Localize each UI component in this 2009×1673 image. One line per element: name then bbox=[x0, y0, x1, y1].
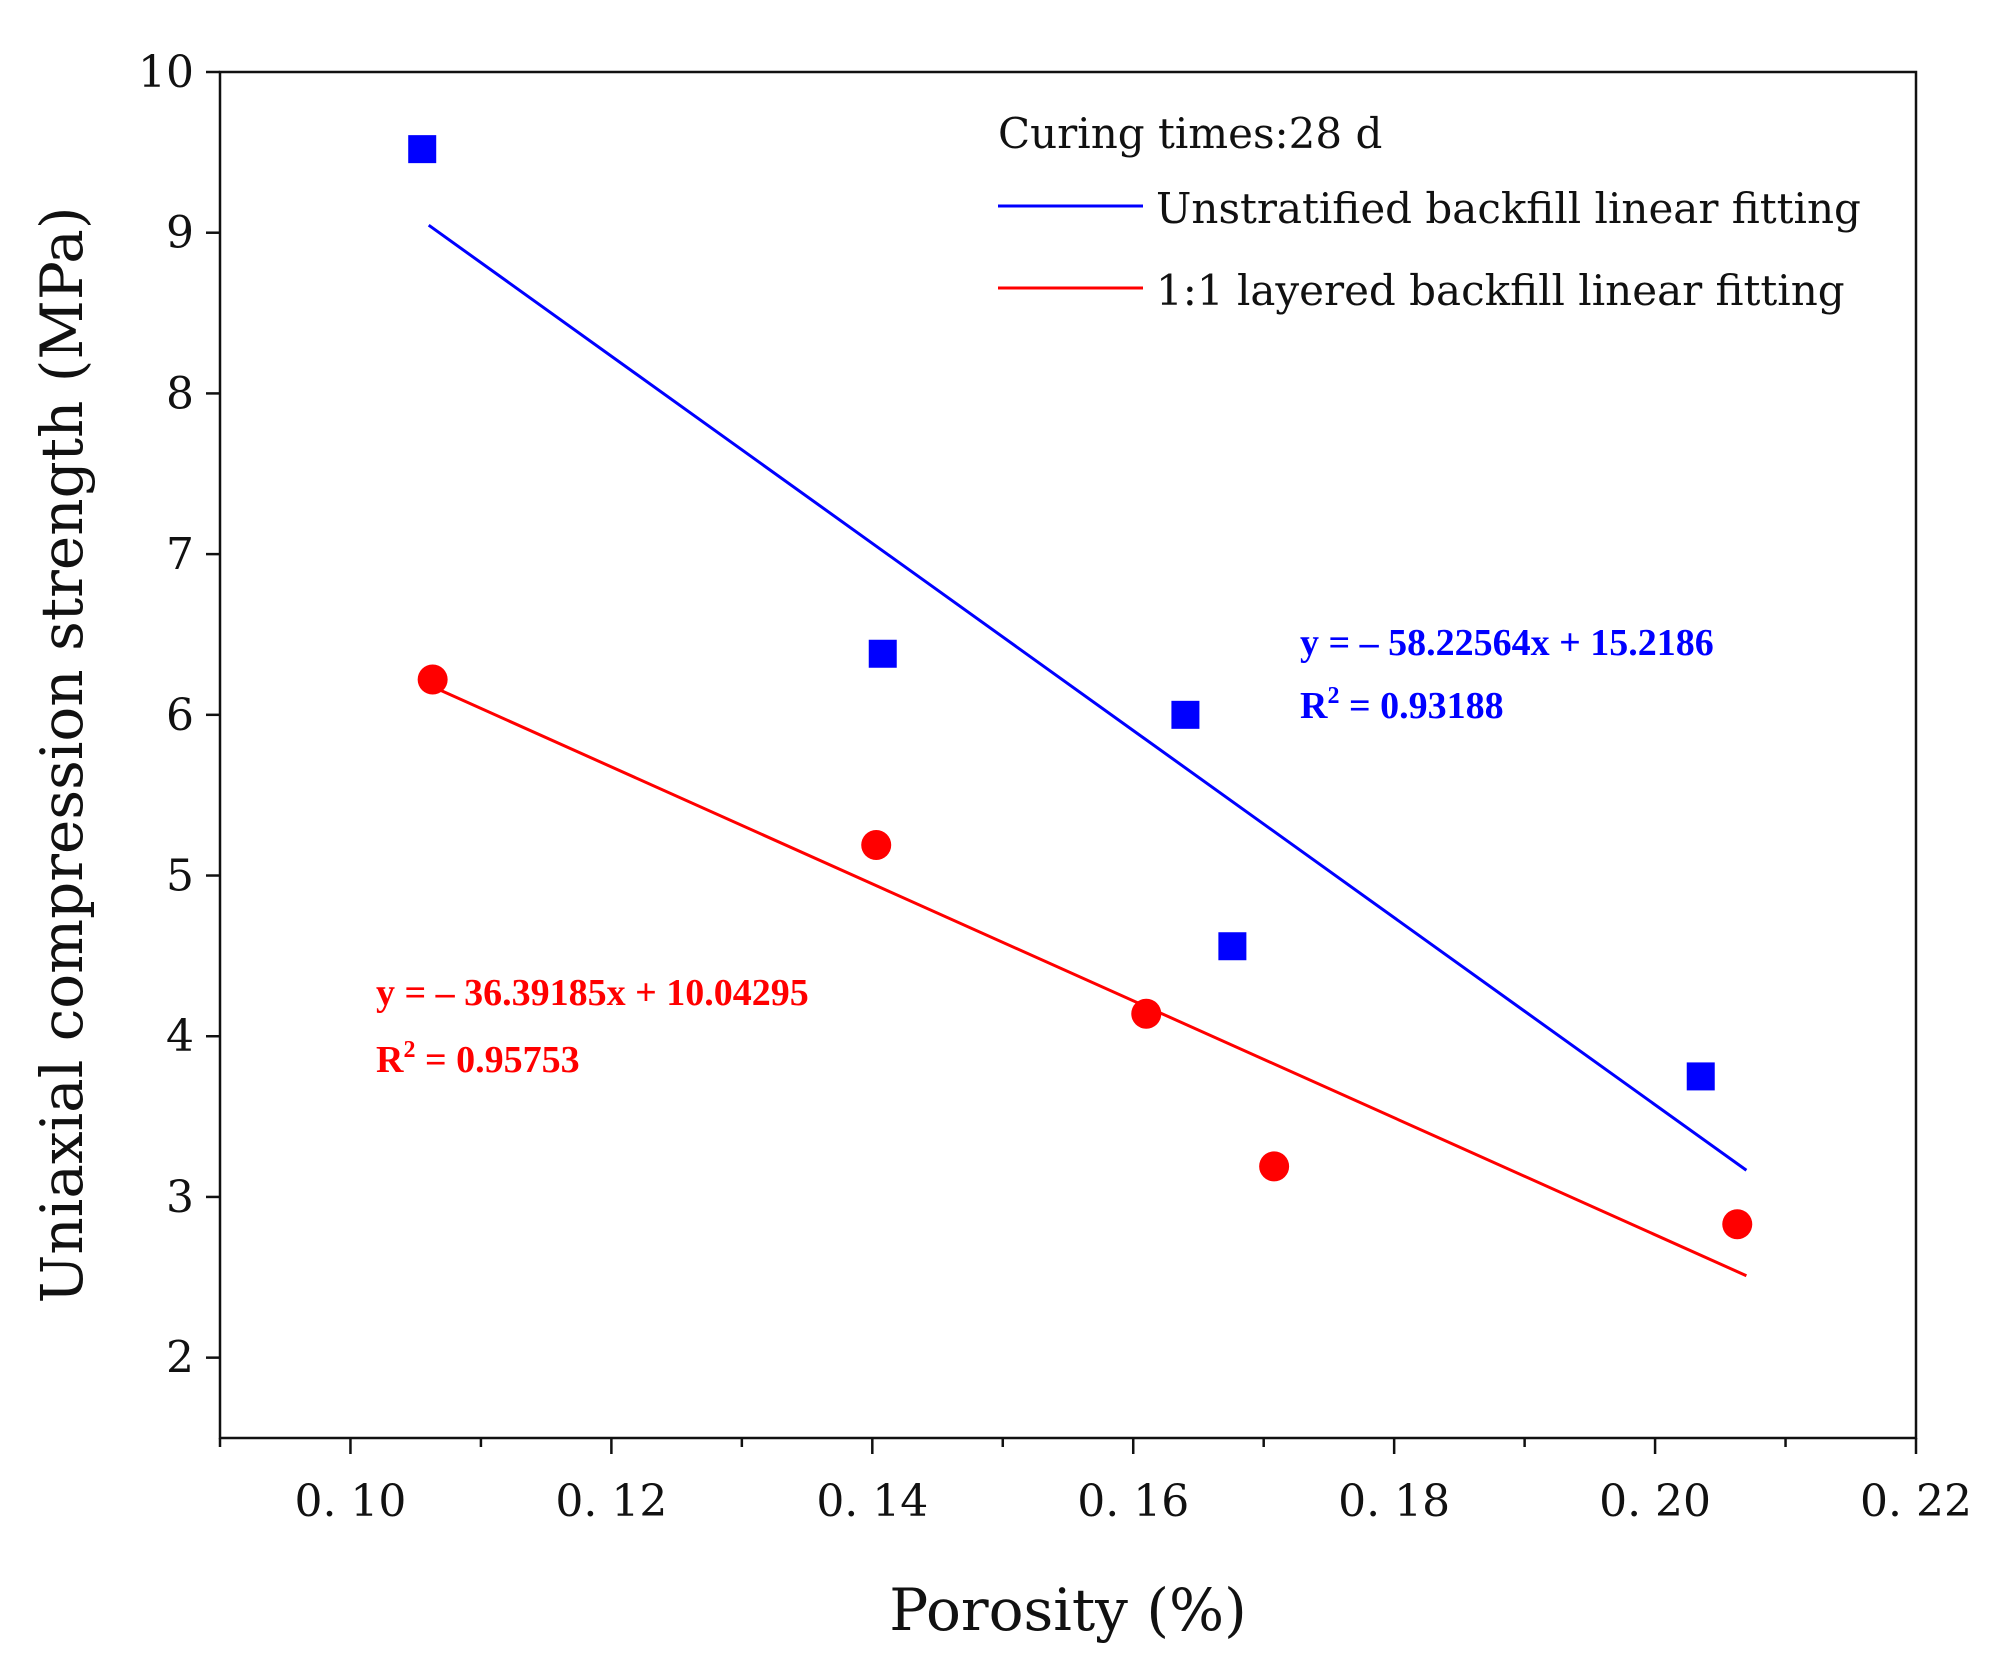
y-tick-label: 9 bbox=[166, 208, 194, 259]
legend-title: Curing times:28 d bbox=[998, 109, 1382, 158]
y-tick-label: 10 bbox=[138, 47, 194, 98]
data-point-layered bbox=[1259, 1151, 1290, 1182]
equation-unstratified-r2: R2 = 0.93188 bbox=[1300, 683, 1504, 727]
x-tick-label: 0. 16 bbox=[1077, 1476, 1189, 1527]
data-point-unstratified bbox=[1686, 1062, 1715, 1091]
r2-superscript: 2 bbox=[1327, 683, 1339, 709]
fit-lines bbox=[427, 223, 1748, 1278]
y-tick-label: 3 bbox=[166, 1172, 194, 1223]
x-axis-title: Porosity (%) bbox=[889, 1576, 1246, 1644]
data-point-unstratified bbox=[1171, 700, 1200, 729]
equation-layered-formula: y = – 36.39185x + 10.04295 bbox=[376, 972, 809, 1014]
plot-frame bbox=[218, 70, 1918, 1440]
y-axis: 2 3 4 5 6 7 8 9 10 bbox=[138, 47, 220, 1384]
x-axis: 0. 10 0. 12 0. 14 0. 16 0. 18 0. 20 0. 22 bbox=[218, 1438, 1972, 1527]
r2-symbol: R bbox=[376, 1039, 404, 1081]
r2-superscript: 2 bbox=[403, 1037, 415, 1063]
y-axis-title: Uniaxial compression strength (MPa) bbox=[28, 207, 96, 1304]
equation-layered: y = – 36.39185x + 10.04295 R2 = 0.95753 bbox=[376, 972, 809, 1081]
fit-line-layered bbox=[428, 683, 1748, 1278]
r2-value: = 0.95753 bbox=[415, 1039, 579, 1081]
x-tick-label: 0. 20 bbox=[1599, 1476, 1711, 1527]
data-point-layered bbox=[1722, 1209, 1753, 1240]
x-tick-label: 0. 14 bbox=[816, 1476, 928, 1527]
fit-line-unstratified bbox=[427, 223, 1748, 1172]
equation-layered-r2: R2 = 0.95753 bbox=[376, 1037, 580, 1081]
y-tick-label: 8 bbox=[166, 368, 194, 419]
y-tick-label: 5 bbox=[166, 851, 194, 902]
data-point-layered bbox=[861, 829, 892, 860]
x-tick-label: 0. 22 bbox=[1860, 1476, 1972, 1527]
legend-label-layered: 1:1 layered backfill linear fitting bbox=[1156, 266, 1845, 315]
r2-value: = 0.93188 bbox=[1339, 685, 1503, 727]
y-tick-label: 7 bbox=[166, 529, 194, 580]
data-point-layered bbox=[417, 664, 448, 695]
legend-label-unstratified: Unstratified backfill linear fitting bbox=[1156, 184, 1861, 233]
x-tick-label: 0. 18 bbox=[1338, 1476, 1450, 1527]
y-tick-label: 4 bbox=[166, 1011, 194, 1062]
data-markers bbox=[408, 135, 1753, 1240]
x-tick-label: 0. 12 bbox=[555, 1476, 667, 1527]
equation-unstratified-formula: y = – 58.22564x + 15.2186 bbox=[1300, 622, 1714, 664]
data-point-unstratified bbox=[1218, 932, 1247, 961]
data-point-layered bbox=[1131, 998, 1162, 1029]
x-tick-label: 0. 10 bbox=[294, 1476, 406, 1527]
y-tick-label: 2 bbox=[166, 1333, 194, 1384]
r2-symbol: R bbox=[1300, 685, 1328, 727]
data-point-unstratified bbox=[868, 639, 897, 668]
data-point-unstratified bbox=[408, 135, 437, 164]
y-tick-label: 6 bbox=[166, 690, 194, 741]
legend: Curing times:28 d Unstratified backfill … bbox=[998, 109, 1861, 315]
equation-unstratified: y = – 58.22564x + 15.2186 R2 = 0.93188 bbox=[1300, 622, 1714, 727]
